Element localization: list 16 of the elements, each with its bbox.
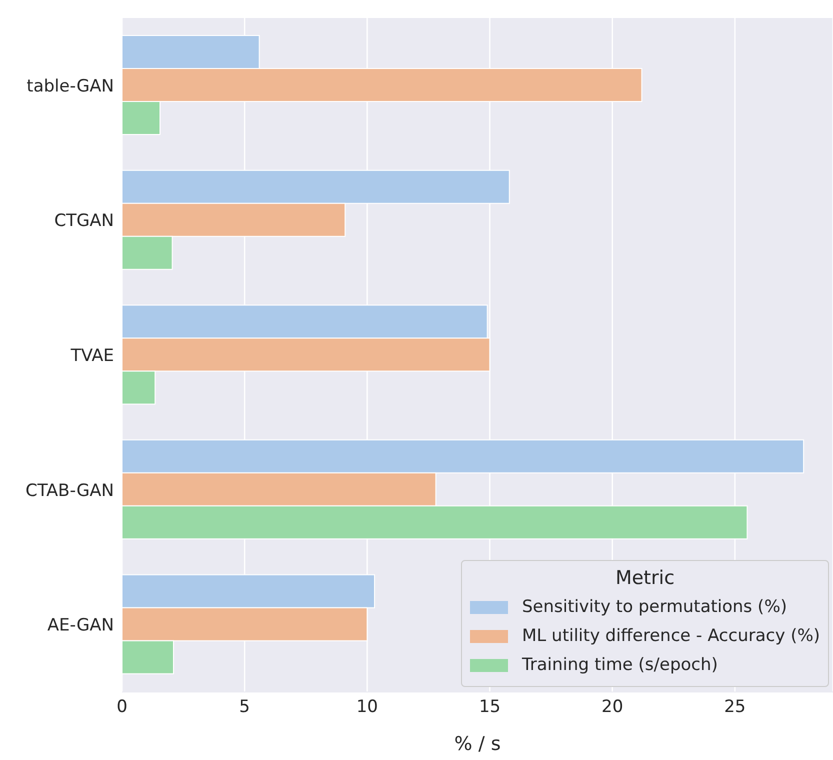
y-tick-label: CTAB-GAN (25, 480, 114, 501)
x-tick-label: 10 (356, 697, 378, 718)
y-tick-label: TVAE (70, 346, 114, 366)
y-tick-label: AE-GAN (47, 616, 114, 636)
x-tick-label: 20 (602, 697, 624, 718)
y-tick-label: table-GAN (26, 76, 114, 96)
legend-label: Sensitivity to permutations (%) (521, 596, 788, 619)
x-tick-label: 25 (724, 697, 746, 718)
x-axis-title: % / s (454, 733, 501, 755)
legend-label: Training time (s/epoch) (521, 654, 719, 677)
y-tick-label: CTGAN (54, 211, 114, 232)
legend-label: ML utility difference - Accuracy (%) (521, 625, 820, 648)
x-tick-label: 0 (116, 697, 128, 718)
x-tick-label: 5 (239, 697, 250, 718)
x-tick-label: 15 (478, 697, 501, 718)
legend-title: Metric (614, 567, 676, 589)
